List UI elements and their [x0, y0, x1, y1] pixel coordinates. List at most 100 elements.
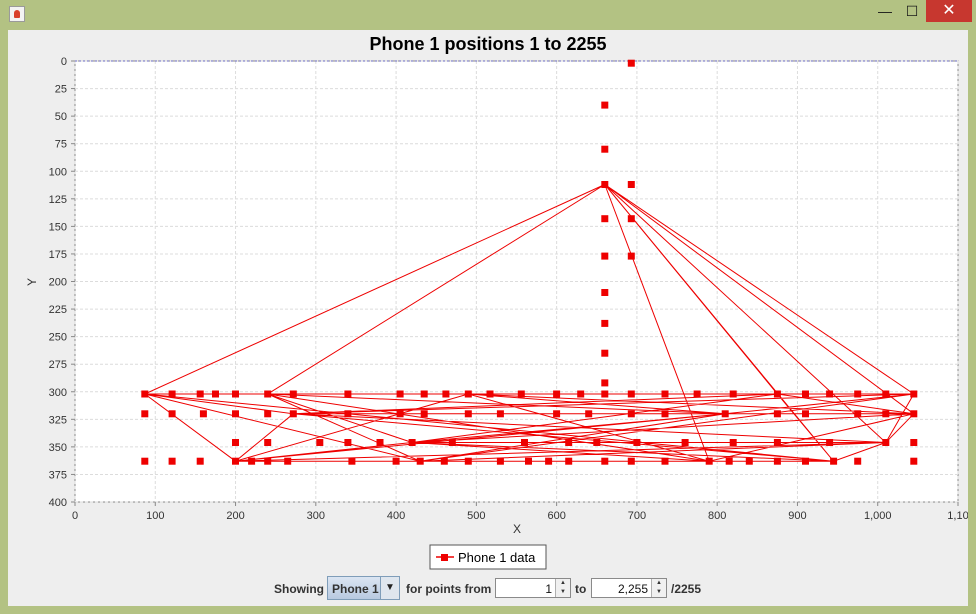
series-point [553, 390, 561, 398]
x-tick-label: 100 [146, 510, 164, 522]
series-point [627, 410, 635, 418]
y-tick-label: 125 [49, 194, 67, 206]
for-points-label: for points from [406, 582, 492, 596]
series-point [521, 439, 528, 446]
series-point [882, 390, 890, 398]
series-point [248, 457, 256, 465]
series-point [627, 215, 635, 223]
series-point [141, 457, 149, 465]
from-spinner[interactable]: 1 ▲ ▼ [495, 578, 571, 598]
y-tick-label: 0 [61, 56, 67, 68]
x-tick-label: 700 [628, 510, 646, 522]
series-point [773, 410, 781, 418]
to-spinner[interactable]: 2,255 ▲ ▼ [591, 578, 667, 598]
series-point [486, 390, 494, 398]
series-point [681, 439, 689, 446]
series-point [882, 410, 890, 418]
series-point [826, 390, 834, 398]
to-value: 2,255 [617, 582, 648, 596]
to-label: to [575, 582, 587, 596]
phone-select-value: Phone 1 [332, 582, 379, 596]
series-point [565, 457, 573, 465]
x-tick-label: 200 [226, 510, 244, 522]
spinner-arrows-icon[interactable]: ▲ ▼ [555, 579, 570, 597]
series-point [661, 410, 669, 418]
series-point [601, 319, 609, 327]
close-button[interactable]: ✕ [926, 0, 972, 22]
series-point [601, 252, 609, 260]
series-point [316, 439, 324, 446]
series-points [141, 59, 918, 465]
series-point [344, 410, 352, 418]
series-path [143, 183, 916, 462]
series-point [802, 457, 809, 465]
y-tick-label: 325 [49, 414, 67, 426]
y-tick-label: 250 [49, 332, 67, 344]
series-point [910, 410, 918, 418]
series-point [212, 390, 219, 398]
x-tick-label: 300 [307, 510, 325, 522]
series-point [545, 457, 553, 465]
series-point [420, 390, 428, 398]
series-point [196, 390, 204, 398]
series-point [232, 410, 239, 418]
series-point [633, 439, 641, 446]
x-tick-label: 1,10 [947, 510, 968, 522]
series-point [826, 439, 834, 446]
java-app-icon[interactable] [9, 6, 25, 22]
series-point [141, 390, 149, 398]
series-point [565, 439, 573, 446]
series-point [729, 439, 737, 446]
series-point [284, 457, 292, 465]
chart-title: Phone 1 positions 1 to 2255 [369, 34, 606, 54]
chevron-down-icon[interactable]: ▼ [380, 577, 399, 599]
minimize-button[interactable]: — [878, 3, 892, 19]
title-bar[interactable]: — ☐ ✕ [0, 0, 976, 28]
spinner-arrows-icon[interactable]: ▲ ▼ [651, 579, 666, 597]
series-point [264, 439, 272, 446]
series-point [725, 457, 733, 465]
series-point [627, 252, 635, 260]
series-point [232, 457, 239, 465]
series-point [627, 59, 635, 67]
series-point [289, 390, 297, 398]
maximize-button[interactable]: ☐ [905, 3, 919, 19]
series-point [661, 457, 669, 465]
series-point [802, 390, 809, 398]
grid-lines [74, 60, 959, 503]
series-point [440, 457, 448, 465]
series-point [344, 390, 352, 398]
series-point [882, 439, 890, 446]
series-point [729, 390, 737, 398]
series-point [168, 457, 176, 465]
series-point [232, 439, 239, 446]
y-tick-label: 75 [55, 139, 67, 151]
series-point [416, 457, 424, 465]
series-point [802, 410, 809, 418]
phone-select[interactable]: Phone 1 ▼ [327, 576, 400, 600]
series-point [376, 439, 384, 446]
series-point [196, 457, 204, 465]
series-point [464, 410, 472, 418]
y-tick-label: 300 [49, 387, 67, 399]
series-point [396, 410, 404, 418]
series-point [601, 379, 609, 387]
series-point [601, 181, 609, 188]
series-point [264, 390, 272, 398]
series-point [264, 410, 272, 418]
y-tick-label: 50 [55, 111, 67, 123]
y-tick-label: 225 [49, 304, 67, 316]
series-point [496, 410, 504, 418]
series-point [464, 390, 472, 398]
series-point [773, 439, 781, 446]
series-line [143, 183, 916, 462]
series-point [601, 390, 609, 398]
series-point [601, 215, 609, 223]
x-tick-label: 900 [788, 510, 806, 522]
series-point [442, 390, 450, 398]
series-point [601, 457, 609, 465]
chart-panel: Phone 1 positions 1 to 2255 0 100 200 300 40… [8, 30, 968, 606]
series-point [910, 439, 918, 446]
x-tick-label: 500 [467, 510, 485, 522]
